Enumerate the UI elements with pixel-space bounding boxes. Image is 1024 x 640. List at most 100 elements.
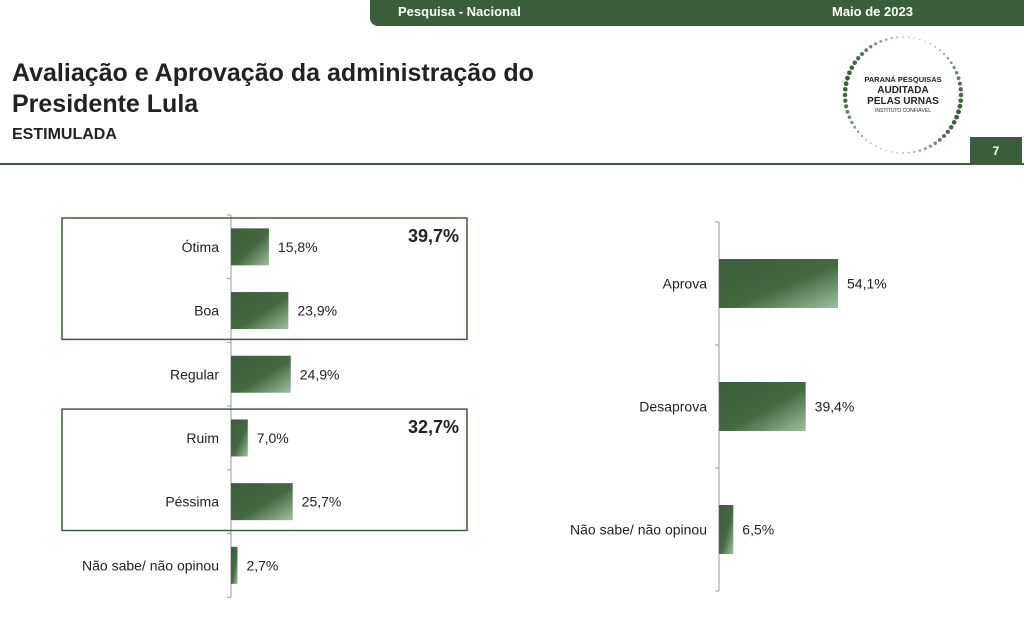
data-label: 2,7% [246, 557, 278, 573]
category-label: Ruim [186, 430, 219, 446]
logo-dot [934, 45, 937, 48]
data-label: 6,5% [742, 522, 774, 538]
logo-dot [847, 115, 852, 119]
logo-dot [879, 39, 883, 43]
logo-dot [842, 92, 848, 98]
bar-nao-sabe-nao-opinou [719, 505, 734, 554]
bar-boa [231, 292, 289, 330]
logo-dot [856, 130, 860, 134]
logo-dot [843, 98, 848, 103]
logo-dot [937, 137, 942, 142]
logo-dot [902, 152, 904, 154]
logo-dot [907, 151, 910, 154]
bar-pessima [231, 483, 293, 521]
group-total-label: 39,7% [408, 226, 459, 246]
logo-dot [956, 76, 961, 81]
logo-dot [951, 120, 957, 125]
logo-dot [890, 151, 893, 153]
logo-dot [856, 56, 861, 61]
data-label: 7,0% [257, 430, 289, 446]
logo-dot [928, 144, 932, 148]
logo-dot [958, 92, 964, 98]
survey-label: Pesquisa - Nacional [398, 4, 521, 19]
category-label: Aprova [663, 276, 708, 292]
data-label: 54,1% [847, 276, 887, 292]
logo-dot [919, 38, 921, 41]
logo-dot [896, 36, 899, 39]
logo-dot [865, 138, 868, 141]
logo-dot [957, 103, 963, 109]
survey-date: Maio de 2023 [832, 4, 913, 19]
logo-dot [844, 104, 849, 109]
page-title: Avaliação e Aprovação da administração d… [12, 59, 534, 118]
page-number: 7 [970, 137, 1022, 164]
logo-dot [850, 120, 854, 124]
logo-dot [884, 38, 888, 41]
logo-dot [913, 37, 916, 39]
logo-dot [923, 147, 927, 151]
logo-dot [845, 109, 850, 114]
logo-dot [952, 66, 956, 70]
logo-dot [890, 36, 893, 40]
data-label: 25,7% [302, 494, 342, 510]
group-box [61, 217, 468, 341]
logo-dot [918, 149, 922, 152]
logo-dot [954, 71, 959, 75]
logo-dot [902, 36, 904, 38]
bar-desaprova [719, 382, 806, 431]
logo-dot [849, 65, 855, 70]
category-label: Não sabe/ não opinou [82, 557, 219, 573]
data-label: 39,4% [815, 399, 855, 415]
logo-dot [852, 60, 858, 66]
logo-dot [929, 42, 932, 45]
header-divider [0, 163, 1024, 165]
bar-regular [231, 355, 291, 393]
logo-dot [869, 45, 873, 49]
bar-ruim [231, 419, 248, 457]
logo-dot [948, 124, 954, 130]
logo-dot [842, 86, 848, 92]
group-box [61, 408, 468, 532]
logo-dot [907, 36, 910, 39]
logo-dot [954, 114, 959, 120]
svg-text:INSTITUTO CONFIÁVEL: INSTITUTO CONFIÁVEL [875, 107, 931, 114]
logo-dot [946, 56, 950, 60]
bar-nao-sabe-nao-opinou [231, 546, 238, 584]
data-label: 15,8% [278, 239, 318, 255]
logo-dot [874, 145, 877, 148]
logo-dot [938, 49, 941, 52]
logo-dot [945, 129, 950, 134]
category-label: Não sabe/ não opinou [570, 522, 707, 538]
parana-pesquisas-logo: PARANÁ PESQUISAS AUDITADA PELAS URNAS IN… [842, 36, 964, 154]
approval-chart: Aprova 54,1% Desaprova 39,4% Não sabe/ não o… [570, 221, 887, 592]
data-label: 23,9% [297, 303, 337, 319]
logo-dot [853, 125, 857, 129]
logo-dot [869, 142, 872, 145]
logo-dot [847, 70, 852, 76]
group-total-label: 32,7% [408, 417, 459, 437]
logo-dot [956, 109, 961, 115]
page-subtitle: ESTIMULADA [12, 126, 117, 143]
data-label: 24,9% [300, 366, 340, 382]
logo-dot [958, 87, 963, 92]
logo-dot [949, 61, 953, 65]
logo-dot [879, 147, 882, 150]
svg-text:PARANÁ PESQUISAS: PARANÁ PESQUISAS [864, 75, 941, 84]
logo-dot [957, 81, 962, 86]
logo-dot [941, 133, 947, 139]
top-banner: Pesquisa - Nacional Maio de 2023 [370, 0, 1024, 26]
logo-dot [859, 51, 865, 57]
logo-dot [896, 151, 899, 154]
bar-aprova [719, 259, 839, 308]
logo-dot [864, 48, 869, 53]
logo-dot [913, 150, 916, 154]
logo-dot [942, 52, 946, 56]
evaluation-chart: Ótima 15,8% Boa 23,9% Regular 24,9% Ruim 7,0% Pé… [61, 214, 468, 598]
svg-text:AUDITADA: AUDITADA [877, 85, 928, 96]
svg-text:PELAS URNAS: PELAS URNAS [867, 96, 939, 107]
logo-dot [885, 149, 887, 152]
category-label: Ótima [182, 239, 220, 255]
category-label: Boa [194, 303, 219, 319]
logo-dot [933, 141, 937, 145]
